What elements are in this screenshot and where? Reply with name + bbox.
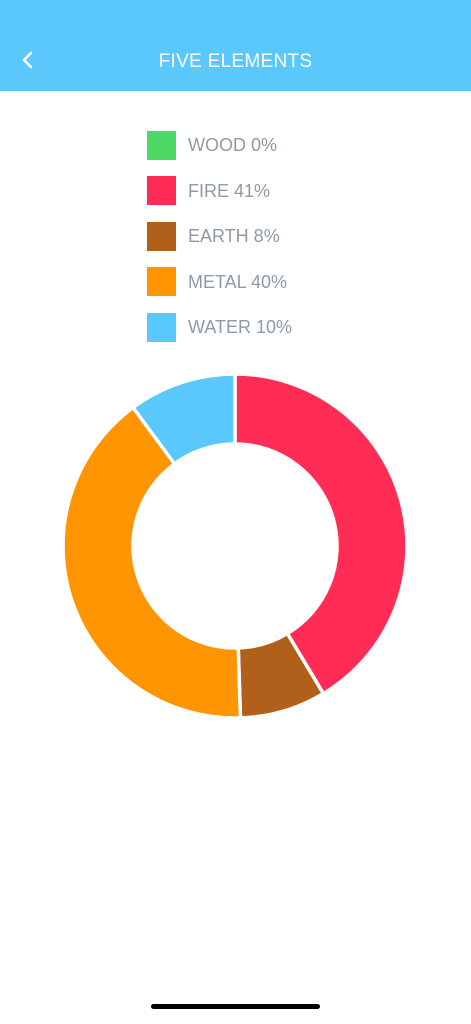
legend-label-wood: WOOD 0%	[188, 135, 278, 155]
home-indicator	[151, 1004, 320, 1009]
navigation-bar: FIVE ELEMENTS	[0, 0, 471, 91]
page-title: FIVE ELEMENTS	[158, 51, 313, 72]
legend-item-fire: FIRE 41%	[147, 176, 347, 206]
legend-item-water: WATER 10%	[147, 312, 347, 342]
donut-slice-water	[130, 372, 237, 467]
legend-swatch-fire	[147, 176, 176, 205]
legend-swatch-wood	[147, 130, 176, 160]
chevron-left-icon	[22, 51, 33, 69]
legend-item-metal: METAL 40%	[147, 267, 347, 297]
legend-label-water: WATER 10%	[188, 317, 293, 337]
legend-label-fire: FIRE 41%	[188, 180, 271, 201]
legend-item-wood: WOOD 0%	[147, 130, 347, 160]
donut-slice-metal	[61, 405, 243, 720]
legend-swatch-earth	[147, 221, 176, 251]
donut-slice-fire	[233, 372, 409, 696]
back-button[interactable]	[10, 42, 46, 78]
legend-swatch-metal	[147, 267, 176, 296]
donut-chart	[61, 372, 409, 720]
legend-swatch-water	[147, 312, 176, 342]
legend-label-earth: EARTH 8%	[188, 226, 280, 246]
legend-label-metal: METAL 40%	[188, 271, 288, 292]
legend-item-earth: EARTH 8%	[147, 221, 347, 251]
